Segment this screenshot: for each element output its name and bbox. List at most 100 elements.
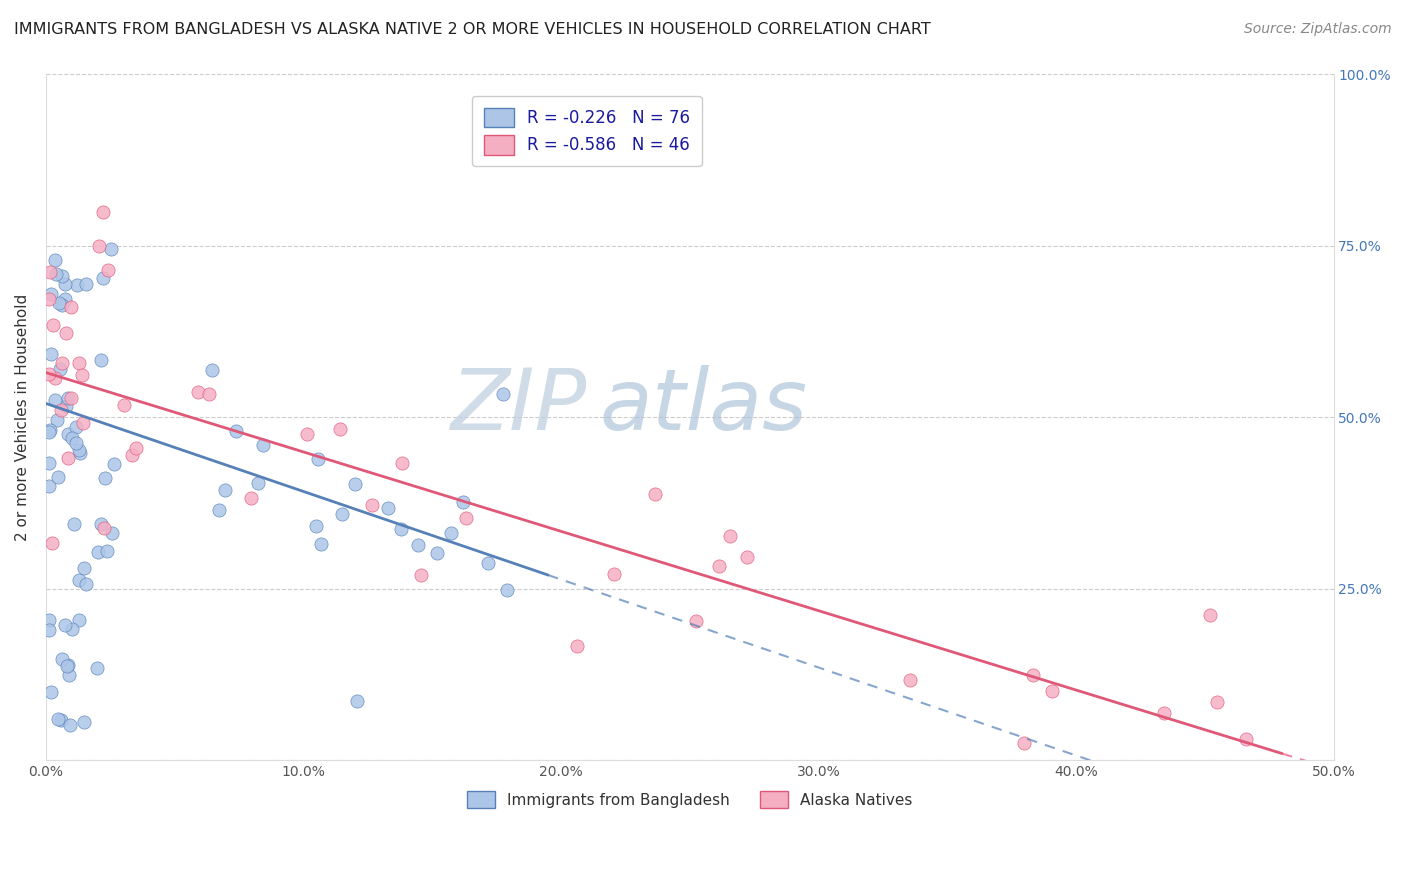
Point — [44, 252, 66, 267]
Point — [58, 427, 80, 442]
Point — [305, 518, 328, 533]
Point — [38, 292, 60, 306]
Point — [187, 385, 209, 400]
Point — [51, 652, 73, 666]
Point — [309, 537, 332, 551]
Point — [91, 271, 114, 285]
Point — [707, 559, 730, 574]
Point — [1236, 732, 1258, 747]
Point — [307, 451, 329, 466]
Point — [346, 694, 368, 708]
Y-axis label: 2 or more Vehicles in Household: 2 or more Vehicles in Household — [15, 293, 30, 541]
Point — [332, 508, 354, 522]
Point — [644, 487, 666, 501]
Point — [252, 438, 274, 452]
Point — [56, 450, 79, 465]
Point — [343, 476, 366, 491]
Point — [58, 667, 80, 681]
Point — [59, 391, 82, 405]
Point — [56, 657, 79, 672]
Point — [38, 425, 60, 440]
Text: Source: ZipAtlas.com: Source: ZipAtlas.com — [1244, 22, 1392, 37]
Point — [246, 476, 269, 491]
Point — [361, 498, 384, 512]
Point — [103, 457, 125, 471]
Point — [101, 526, 124, 541]
Point — [492, 386, 515, 401]
Point — [67, 443, 90, 458]
Point — [39, 347, 62, 361]
Point — [121, 448, 143, 462]
Point — [565, 639, 588, 653]
Point — [389, 522, 412, 536]
Point — [90, 516, 112, 531]
Point — [125, 442, 148, 456]
Point — [451, 495, 474, 509]
Point — [898, 673, 921, 687]
Point — [67, 355, 90, 369]
Point — [39, 286, 62, 301]
Point — [73, 714, 96, 729]
Point — [93, 471, 115, 485]
Point — [208, 502, 231, 516]
Point — [67, 613, 90, 627]
Point — [51, 269, 73, 284]
Point — [411, 567, 433, 582]
Point — [46, 712, 69, 726]
Point — [49, 403, 72, 417]
Point — [56, 391, 79, 405]
Point — [198, 387, 221, 401]
Point — [44, 393, 66, 408]
Point — [377, 501, 399, 516]
Point — [90, 352, 112, 367]
Point — [51, 298, 73, 312]
Point — [603, 566, 626, 581]
Text: atlas: atlas — [599, 366, 807, 449]
Point — [1012, 736, 1035, 750]
Point — [91, 205, 114, 219]
Point — [46, 470, 69, 484]
Point — [735, 549, 758, 564]
Point — [1040, 683, 1063, 698]
Point — [63, 516, 86, 531]
Point — [51, 714, 73, 728]
Point — [201, 363, 224, 377]
Point — [38, 456, 60, 470]
Point — [86, 661, 108, 675]
Point — [55, 326, 77, 341]
Legend: Immigrants from Bangladesh, Alaska Natives: Immigrants from Bangladesh, Alaska Nativ… — [461, 785, 918, 814]
Point — [41, 684, 63, 698]
Point — [477, 556, 499, 570]
Point — [67, 573, 90, 587]
Point — [38, 367, 60, 381]
Point — [239, 491, 262, 505]
Point — [41, 535, 63, 549]
Point — [391, 456, 413, 470]
Point — [65, 435, 87, 450]
Point — [406, 538, 429, 552]
Point — [65, 420, 87, 434]
Point — [225, 425, 247, 439]
Point — [75, 277, 97, 292]
Point — [55, 399, 77, 413]
Point — [60, 431, 83, 445]
Point — [51, 356, 73, 370]
Point — [44, 371, 66, 385]
Point — [60, 301, 83, 315]
Point — [100, 242, 122, 256]
Point — [53, 293, 76, 307]
Point — [440, 525, 463, 540]
Point — [112, 398, 135, 412]
Point — [96, 543, 118, 558]
Point — [45, 267, 67, 281]
Point — [1022, 667, 1045, 681]
Point — [38, 479, 60, 493]
Point — [718, 529, 741, 543]
Point — [70, 368, 93, 382]
Point — [60, 623, 83, 637]
Point — [48, 296, 70, 310]
Point — [454, 511, 477, 525]
Point — [329, 422, 352, 436]
Text: ZIP: ZIP — [450, 366, 586, 449]
Point — [53, 618, 76, 632]
